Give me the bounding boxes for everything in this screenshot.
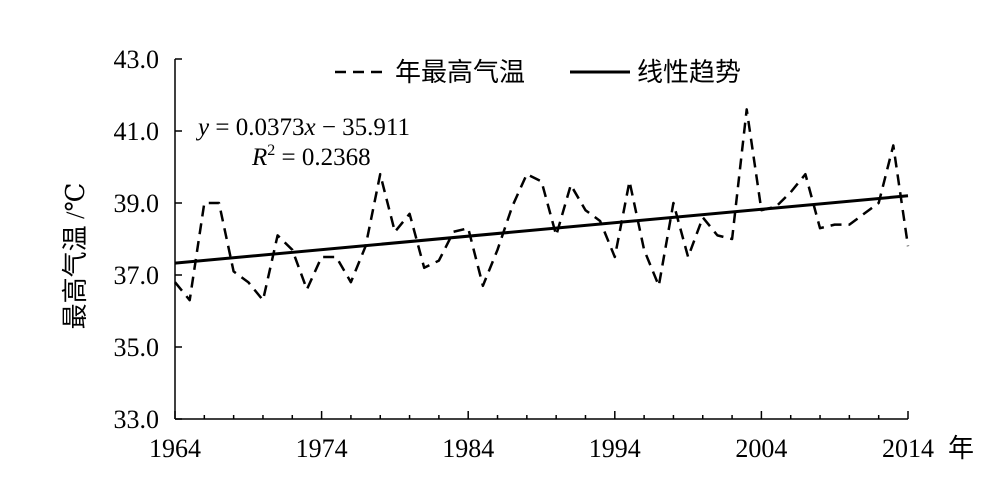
y-tick-label: 41.0 [114,117,160,146]
x-tick-label: 1974 [296,434,348,463]
legend-label-annual-max: 年最高气温 [395,58,525,87]
y-tick-label: 35.0 [114,333,160,362]
y-tick-label: 43.0 [114,45,160,74]
r2-var: R [251,144,267,171]
x-tick-label: 2014 [882,434,934,463]
legend: 年最高气温 线性趋势 [335,58,741,87]
equation-x-var: x [303,114,315,141]
series-layer [174,108,910,302]
y-tick-label: 37.0 [114,261,160,290]
y-axis-label: 最高气温 /℃ [61,183,90,330]
annotations: y = 0.0373x − 35.911 R2 = 0.2368 [195,114,410,171]
equation-intercept: − 35.911 [316,114,410,141]
r2-superscript: 2 [267,142,275,159]
r2-value: = 0.2368 [275,144,370,171]
regression-equation: y = 0.0373x − 35.911 [195,114,410,141]
axes [174,59,908,420]
y-tick-label: 39.0 [114,189,160,218]
x-tick-label: 1964 [149,434,201,463]
y-tick-label: 33.0 [114,405,160,434]
x-axis-unit-label: 年 [948,434,974,463]
equation-y-var: y [195,114,210,141]
x-tick-label: 1984 [442,434,494,463]
x-tick-label: 1994 [589,434,641,463]
series-line-trend [174,194,909,265]
equation-coef: = 0.0373 [209,114,304,141]
legend-label-trend: 线性趋势 [637,58,741,87]
x-tick-label: 2004 [735,434,787,463]
r-squared: R2 = 0.2368 [251,142,371,171]
ticks: 33.0 35.0 37.0 39.0 41.0 43.0 1964 1974 1984 1994… [114,45,935,463]
series-line-annual-max [174,108,910,302]
